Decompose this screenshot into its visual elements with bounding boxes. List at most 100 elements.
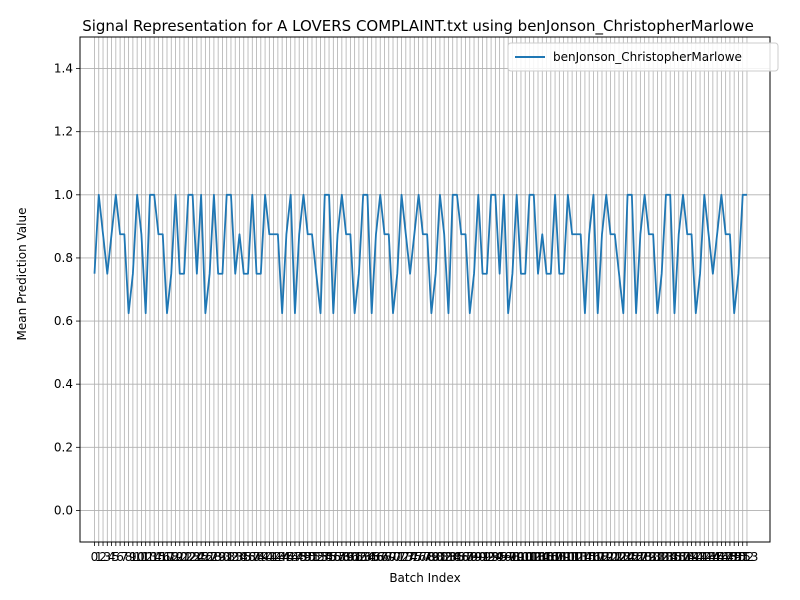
x-tick-label: 101 [514, 550, 537, 564]
x-tick-label: 42 [266, 550, 281, 564]
x-tick-label: 125 [616, 550, 639, 564]
x-tick-label: 96 [496, 550, 511, 564]
y-tick-label: 0.2 [54, 440, 73, 454]
x-tick-label: 26 [198, 550, 213, 564]
x-tick-label: 61 [347, 550, 362, 564]
x-tick-label: 6 [116, 550, 124, 564]
x-tick-label: 139 [676, 550, 699, 564]
x-tick-label: 105 [531, 550, 554, 564]
x-tick-label: 65 [364, 550, 379, 564]
x-tick-label: 109 [548, 550, 571, 564]
x-tick-label: 149 [718, 550, 741, 564]
x-tick-label: 98 [505, 550, 520, 564]
x-tick-label: 63 [356, 550, 371, 564]
x-tick-label: 75 [407, 550, 422, 564]
x-tick-label: 147 [710, 550, 733, 564]
x-tick-label: 4 [108, 550, 116, 564]
x-tick-label: 143 [693, 550, 716, 564]
x-tick-label: 120 [595, 550, 618, 564]
x-tick-label: 112 [561, 550, 584, 564]
x-tick-label: 141 [684, 550, 707, 564]
x-tick-label: 92 [479, 550, 494, 564]
x-tick-label: 107 [539, 550, 562, 564]
x-tick-label: 131 [642, 550, 665, 564]
x-tick-label: 95 [492, 550, 507, 564]
x-tick-label: 106 [535, 550, 558, 564]
x-tick-label: 86 [454, 550, 469, 564]
x-tick-label: 28 [206, 550, 221, 564]
x-tick-label: 1 [95, 550, 103, 564]
y-tick-label: 0.8 [54, 251, 73, 265]
x-tick-label: 113 [565, 550, 588, 564]
x-tick-label: 102 [518, 550, 541, 564]
x-tick-label: 146 [706, 550, 729, 564]
x-tick-label: 151 [727, 550, 750, 564]
x-tick-label: 68 [377, 550, 392, 564]
y-tick-label: 0.6 [54, 314, 73, 328]
x-tick-label: 80 [428, 550, 443, 564]
x-tick-label: 19 [168, 550, 183, 564]
x-tick-label: 0 [91, 550, 99, 564]
x-tick-label: 57 [330, 550, 345, 564]
x-tick-label: 20 [172, 550, 187, 564]
x-tick-label: 142 [689, 550, 712, 564]
x-tick-label: 122 [603, 550, 626, 564]
x-tick-label: 8 [125, 550, 133, 564]
x-tick-label: 145 [701, 550, 724, 564]
x-tick-label: 73 [398, 550, 413, 564]
x-tick-label: 152 [731, 550, 754, 564]
x-tick-label: 14 [147, 550, 162, 564]
x-tick-label: 39 [253, 550, 268, 564]
x-tick-label: 52 [309, 550, 324, 564]
x-tick-label: 97 [501, 550, 516, 564]
x-tick-label: 103 [522, 550, 545, 564]
x-tick-label: 27 [202, 550, 217, 564]
series-lines [93, 193, 747, 315]
x-tick-label: 134 [654, 550, 677, 564]
x-tick-label: 55 [321, 550, 336, 564]
x-tick-label: 117 [582, 550, 605, 564]
x-tick-label: 22 [181, 550, 196, 564]
x-tick-label: 135 [659, 550, 682, 564]
x-tick-label: 41 [262, 550, 277, 564]
x-tick-label: 85 [449, 550, 464, 564]
x-tick-label: 43 [270, 550, 285, 564]
x-tick-label: 11 [134, 550, 149, 564]
x-tick-label: 87 [458, 550, 473, 564]
x-tick-label: 56 [326, 550, 341, 564]
plot-frame [79, 36, 771, 543]
x-tick-label: 82 [437, 550, 452, 564]
x-tick-label: 140 [680, 550, 703, 564]
x-tick-label: 37 [245, 550, 260, 564]
x-tick-label: 88 [462, 550, 477, 564]
x-tick-label: 60 [343, 550, 358, 564]
chart-title: Signal Representation for A LOVERS COMPL… [82, 17, 754, 36]
x-tick-label: 150 [723, 550, 746, 564]
x-tick-label: 94 [488, 550, 503, 564]
x-tick-label: 114 [569, 550, 592, 564]
x-tick-label: 74 [402, 550, 417, 564]
series-line-benjonson-christophermarlowe [93, 193, 747, 315]
x-tick-label: 148 [714, 550, 737, 564]
x-tick-label: 7 [121, 550, 129, 564]
x-tick-label: 33 [228, 550, 243, 564]
x-tick-label: 50 [300, 550, 315, 564]
y-axis-label: Mean Prediction Value [15, 208, 29, 341]
x-tick-label: 40 [257, 550, 272, 564]
legend-box [507, 42, 779, 72]
x-tick-label: 64 [360, 550, 375, 564]
grid-lines [80, 37, 770, 542]
x-tick-label: 44 [274, 550, 289, 564]
x-tick-label: 138 [672, 550, 695, 564]
x-tick-label: 35 [236, 550, 251, 564]
x-tick-label: 34 [232, 550, 247, 564]
x-tick-label: 62 [351, 550, 366, 564]
x-tick-label: 5 [112, 550, 120, 564]
y-axis-ticks: 0.0 0.2 0.4 0.6 0.8 1.0 1.2 1.4 [54, 62, 80, 517]
x-tick-label: 116 [578, 550, 601, 564]
x-tick-label: 100 [509, 550, 532, 564]
x-tick-label: 72 [394, 550, 409, 564]
legend-label: benJonson_ChristopherMarlowe [553, 50, 742, 64]
x-tick-label: 54 [317, 550, 332, 564]
